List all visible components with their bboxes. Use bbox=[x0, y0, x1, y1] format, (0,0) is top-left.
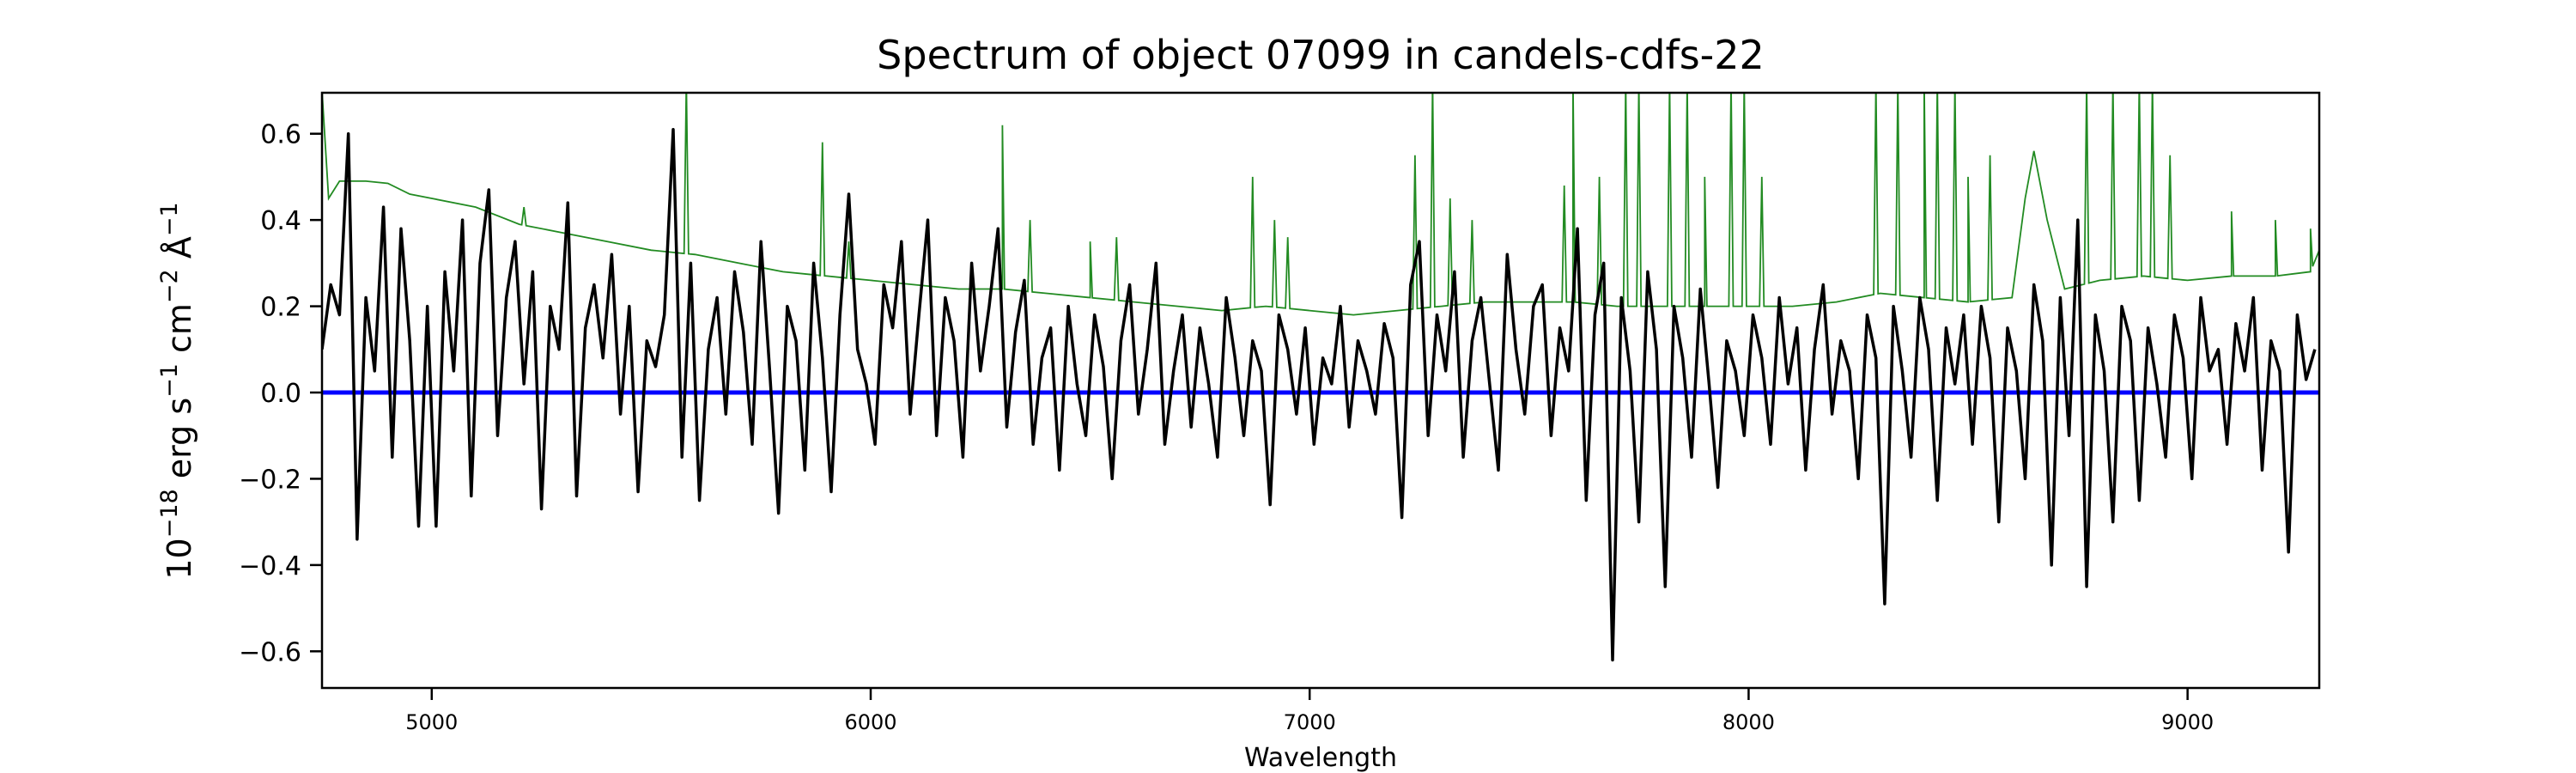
x-axis-label: Wavelength bbox=[1244, 743, 1397, 773]
y-axis: −0.6 −0.4 −0.2 0.0 0.2 0.4 0.6 bbox=[239, 120, 322, 667]
x-tick-label: 8000 bbox=[1722, 710, 1775, 734]
x-tick-label: 6000 bbox=[844, 710, 896, 734]
y-tick-label: 0.2 bbox=[260, 293, 301, 323]
plot-area bbox=[322, 93, 2319, 662]
y-tick-label: −0.6 bbox=[239, 637, 301, 667]
x-axis: 5000 6000 7000 8000 9000 bbox=[405, 688, 2214, 734]
axes-frame bbox=[320, 91, 2321, 690]
y-tick-label: −0.4 bbox=[239, 551, 301, 581]
x-tick-label: 9000 bbox=[2161, 710, 2214, 734]
x-tick-label: 5000 bbox=[405, 710, 458, 734]
flux-spectrum-line bbox=[322, 127, 2317, 662]
x-tick-label: 7000 bbox=[1284, 710, 1336, 734]
y-tick-label: 0.4 bbox=[260, 206, 301, 236]
chart-title: Spectrum of object 07099 in candels-cdfs… bbox=[877, 32, 1765, 78]
y-tick-label: 0.6 bbox=[260, 120, 301, 150]
y-tick-label: 0.0 bbox=[260, 379, 301, 409]
y-axis-label: 10−18 erg s−1 cm−2 Å−1 bbox=[156, 202, 198, 579]
error-spectrum-line bbox=[322, 93, 2319, 316]
y-tick-label: −0.2 bbox=[239, 465, 301, 495]
